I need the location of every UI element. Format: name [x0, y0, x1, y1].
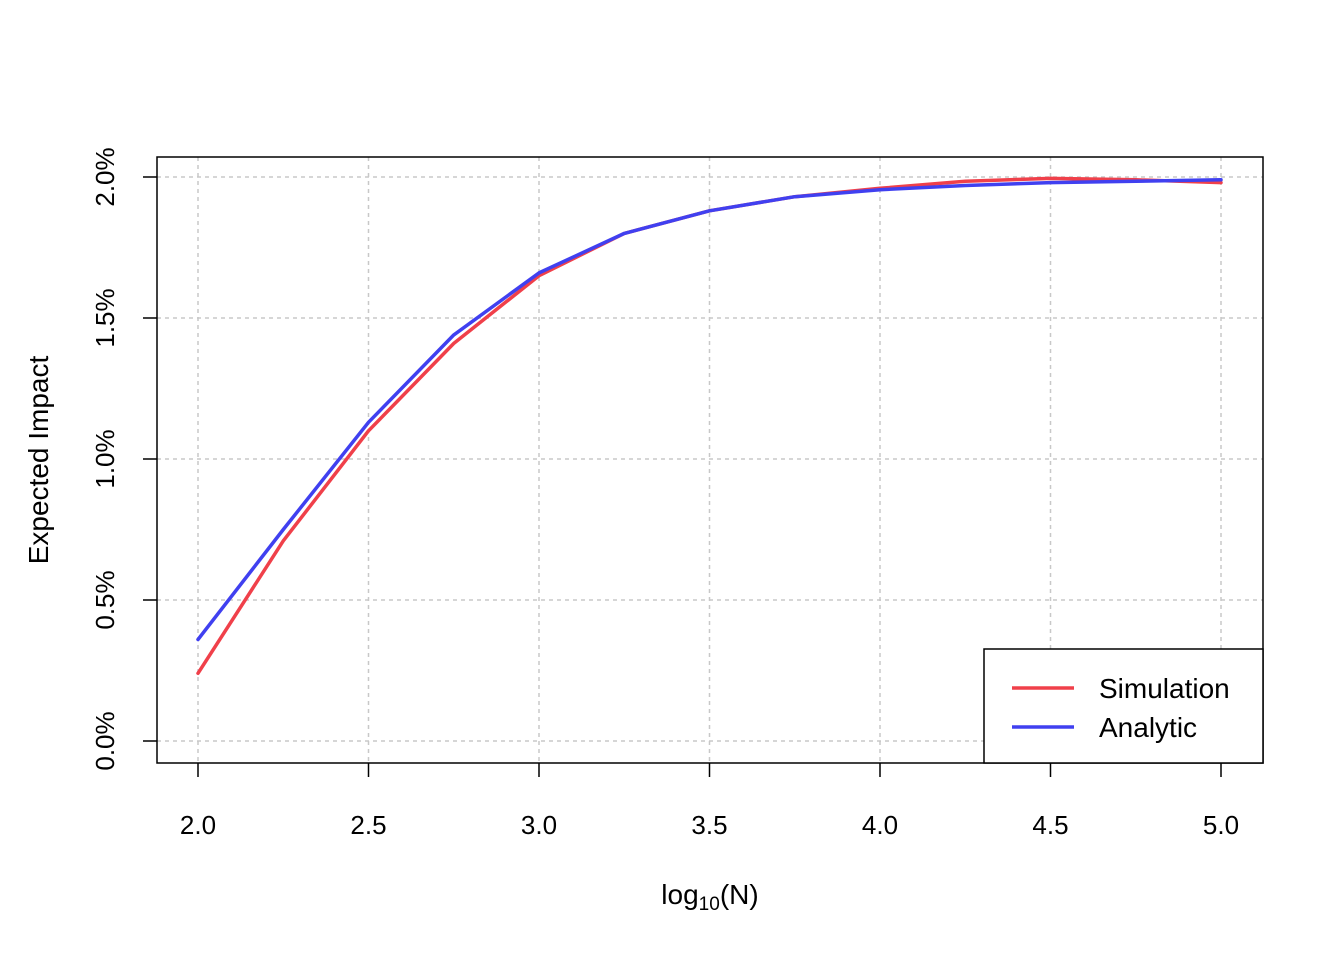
x-tick-label-0: 2.0 [180, 810, 216, 840]
x-tick-label-5: 4.5 [1032, 810, 1068, 840]
series-layer [196, 176, 1223, 676]
x-tick-label-4: 4.0 [862, 810, 898, 840]
legend-label-simulation: Simulation [1099, 673, 1230, 704]
y-axis-title: Expected Impact [23, 356, 54, 565]
x-tick-label-3: 3.5 [691, 810, 727, 840]
series-line-analytic [196, 178, 1223, 642]
x-axis-title-tail: (N) [720, 879, 759, 910]
y-axis: 0.0% 0.5% 1.0% 1.5% 2.0% [90, 147, 157, 771]
x-axis: 2.0 2.5 3.0 3.5 4.0 4.5 5.0 [180, 763, 1239, 840]
legend-box [983, 648, 1264, 764]
y-tick-label-3: 1.5% [90, 288, 120, 347]
legend: Simulation Analytic [983, 648, 1264, 764]
x-tick-label-1: 2.5 [350, 810, 386, 840]
y-tick-label-2: 1.0% [90, 429, 120, 488]
x-axis-title-base: log [661, 879, 698, 910]
y-tick-label-1: 0.5% [90, 570, 120, 629]
legend-label-analytic: Analytic [1099, 712, 1197, 743]
x-axis-title: log10(N) [661, 879, 758, 915]
x-tick-label-6: 5.0 [1203, 810, 1239, 840]
y-tick-label-0: 0.0% [90, 711, 120, 770]
x-axis-title-subscript: 10 [699, 894, 720, 915]
y-tick-label-4: 2.0% [90, 147, 120, 206]
x-tick-label-2: 3.0 [521, 810, 557, 840]
